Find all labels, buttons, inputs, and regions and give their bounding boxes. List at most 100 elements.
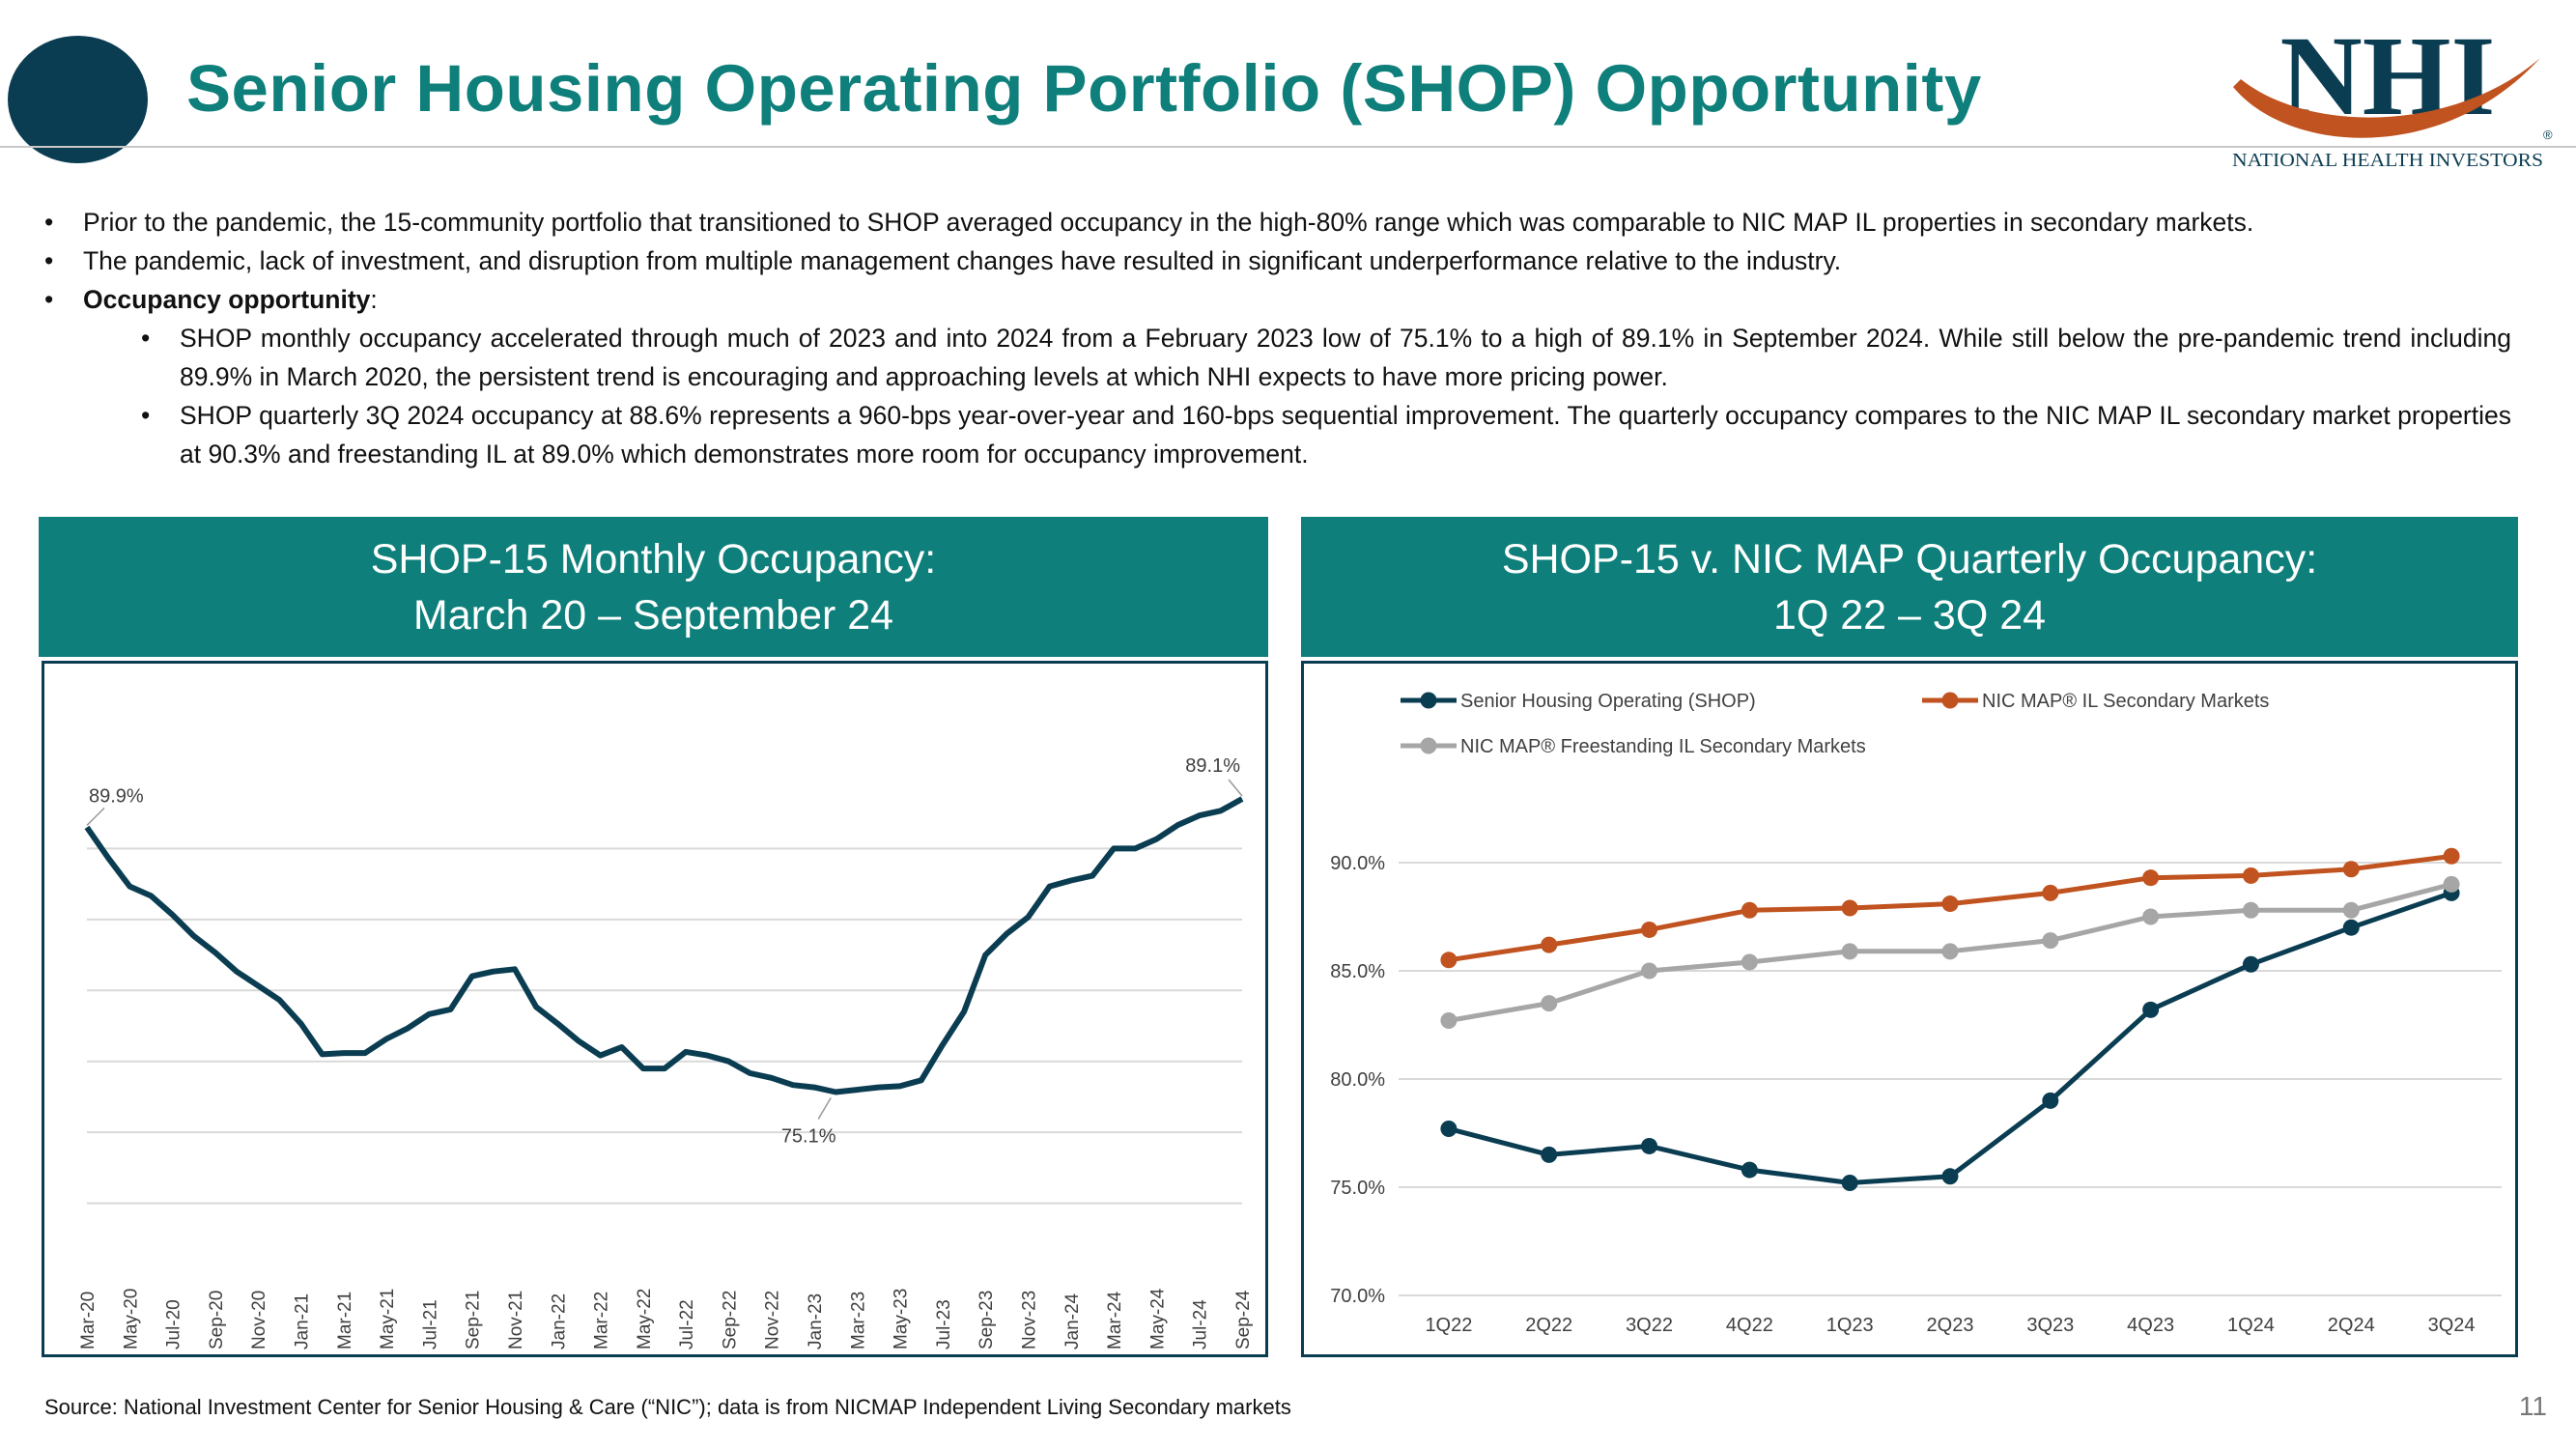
bullet-heading-occupancy: Occupancy opportunity	[83, 285, 371, 314]
data-point	[1440, 1121, 1458, 1138]
x-tick-label: Mar-22	[592, 1292, 612, 1350]
legend-label: NIC MAP® IL Secondary Markets	[1982, 691, 2269, 712]
monthly-occupancy-chart: 89.9% 75.1% 89.1% Mar-20 May-20 Jul-20 Sep-20 N…	[78, 755, 1254, 1350]
legend-swatch-marker	[1941, 692, 1959, 709]
data-point	[2443, 875, 2460, 893]
logo-swoosh	[2233, 58, 2540, 138]
header-divider	[0, 146, 2576, 148]
data-point	[2242, 901, 2259, 919]
data-point	[2443, 847, 2460, 865]
bullet-text-prepandemic: Prior to the pandemic, the 15-community …	[83, 208, 2254, 237]
bullet-dot: •	[44, 208, 54, 237]
annotation-leader	[86, 807, 105, 826]
legend-label: Senior Housing Operating (SHOP)	[1460, 691, 1756, 712]
legend-label: NIC MAP® Freestanding IL Secondary Marke…	[1460, 736, 1866, 757]
bullet-dot: •	[44, 246, 54, 275]
left-chart-title-line2: March 20 – September 24	[412, 591, 894, 639]
bullet-text-pandemic: The pandemic, lack of investment, and di…	[83, 246, 1842, 275]
right-chart-title-line1: SHOP-15 v. NIC MAP Quarterly Occupancy:	[1501, 535, 2318, 582]
source-note: Source: National Investment Center for S…	[44, 1395, 1291, 1419]
data-point	[2242, 867, 2259, 884]
x-tick-label: Mar-21	[335, 1292, 355, 1350]
data-point	[1641, 962, 1658, 980]
x-tick-label: 3Q24	[2428, 1315, 2476, 1336]
data-point	[1841, 1175, 1858, 1192]
x-tick-label: Jul-20	[164, 1299, 184, 1350]
right-chart-title-line2: 1Q 22 – 3Q 24	[1772, 591, 2047, 639]
x-tick-label: May-24	[1147, 1288, 1168, 1350]
data-label: 75.1%	[781, 1126, 836, 1148]
sub-bullet-monthly: SHOP monthly occupancy accelerated throu…	[180, 324, 2511, 391]
x-tick-label: 2Q22	[1525, 1315, 1572, 1336]
x-tick-label: 4Q22	[1726, 1315, 1773, 1336]
annotation-leader	[1228, 779, 1243, 797]
data-point	[1941, 943, 1959, 960]
x-tick-label: 3Q22	[1626, 1315, 1673, 1336]
logo-registered: ®	[2543, 128, 2553, 142]
data-point	[1541, 1146, 1558, 1163]
x-tick-label: Nov-21	[506, 1291, 526, 1350]
bullet-dot: •	[141, 324, 151, 353]
x-tick-label: Jul-23	[934, 1299, 954, 1350]
data-point	[1541, 995, 1558, 1012]
x-tick-label: Sep-20	[207, 1291, 227, 1350]
x-tick-label: May-22	[635, 1289, 655, 1350]
x-tick-label: 1Q22	[1425, 1315, 1472, 1336]
x-tick-label: 2Q24	[2328, 1315, 2375, 1336]
nhi-logo: NHI ® NATIONAL HEALTH INVESTORS	[2232, 19, 2553, 171]
x-tick-label: Jan-23	[806, 1293, 826, 1350]
x-tick-label: 4Q23	[2127, 1315, 2174, 1336]
data-point	[1741, 901, 1758, 919]
data-point	[2142, 1001, 2160, 1018]
data-label: 89.9%	[89, 785, 144, 807]
sub-bullet-item: • SHOP monthly occupancy accelerated thr…	[39, 319, 2511, 396]
data-point	[1941, 895, 1959, 913]
x-tick-label: May-21	[378, 1289, 398, 1350]
x-tick-label: Mar-23	[848, 1292, 868, 1350]
right-chart-title-band: SHOP-15 v. NIC MAP Quarterly Occupancy: …	[1301, 517, 2518, 657]
y-tick-label: 80.0%	[1330, 1069, 1385, 1091]
y-tick-label: 75.0%	[1330, 1178, 1385, 1199]
x-tick-label: Jul-21	[420, 1299, 440, 1350]
data-point	[2342, 861, 2360, 878]
data-point	[2142, 908, 2160, 925]
x-tick-label: Sep-24	[1233, 1290, 1254, 1350]
data-point	[1741, 953, 1758, 971]
data-point	[2042, 932, 2059, 950]
monthly-occupancy-chart-frame: 89.9% 75.1% 89.1% Mar-20 May-20 Jul-20 Sep-20 N…	[42, 661, 1268, 1357]
x-tick-label: May-20	[121, 1289, 141, 1350]
x-tick-label: Mar-24	[1105, 1291, 1125, 1350]
annotation-leader	[817, 1097, 832, 1120]
header-circle-decoration	[8, 36, 148, 163]
monthly-occupancy-line	[84, 796, 1244, 1095]
x-tick-label: Mar-20	[78, 1292, 99, 1350]
data-point	[1841, 943, 1858, 960]
y-tick-label: 85.0%	[1330, 961, 1385, 982]
bullet-dot: •	[44, 285, 54, 314]
x-tick-label: 3Q23	[2026, 1315, 2074, 1336]
data-point	[2042, 884, 2059, 901]
data-point	[2342, 901, 2360, 919]
data-label: 89.1%	[1185, 755, 1240, 777]
x-tick-label: Jan-22	[549, 1293, 569, 1350]
x-tick-label: Jan-21	[293, 1293, 313, 1350]
left-chart-title-line1: SHOP-15 Monthly Occupancy:	[370, 535, 937, 582]
data-point	[2242, 955, 2259, 973]
x-tick-label: 2Q23	[1927, 1315, 1974, 1336]
bullet-dot: •	[141, 401, 151, 430]
data-point	[1440, 1012, 1458, 1030]
data-point	[1841, 899, 1858, 917]
page-number: 11	[2518, 1391, 2547, 1421]
legend-swatch-marker	[1420, 737, 1437, 754]
data-point	[1440, 952, 1458, 969]
data-point	[1741, 1161, 1758, 1179]
quarterly-occupancy-chart: 70.0% 75.0% 80.0% 85.0% 90.0% 1Q22 2Q22 3Q22 4Q2…	[1330, 691, 2502, 1336]
data-point	[1541, 936, 1558, 953]
x-tick-label: Jul-24	[1191, 1299, 1211, 1350]
x-tick-label: Jul-22	[677, 1299, 697, 1350]
x-tick-label: Nov-23	[1020, 1291, 1040, 1350]
bullet-item: • Occupancy opportunity:	[39, 280, 2511, 319]
x-tick-label: May-23	[892, 1289, 912, 1350]
x-tick-label: 1Q24	[2227, 1315, 2275, 1336]
logo-caption: NATIONAL HEALTH INVESTORS	[2232, 151, 2543, 171]
